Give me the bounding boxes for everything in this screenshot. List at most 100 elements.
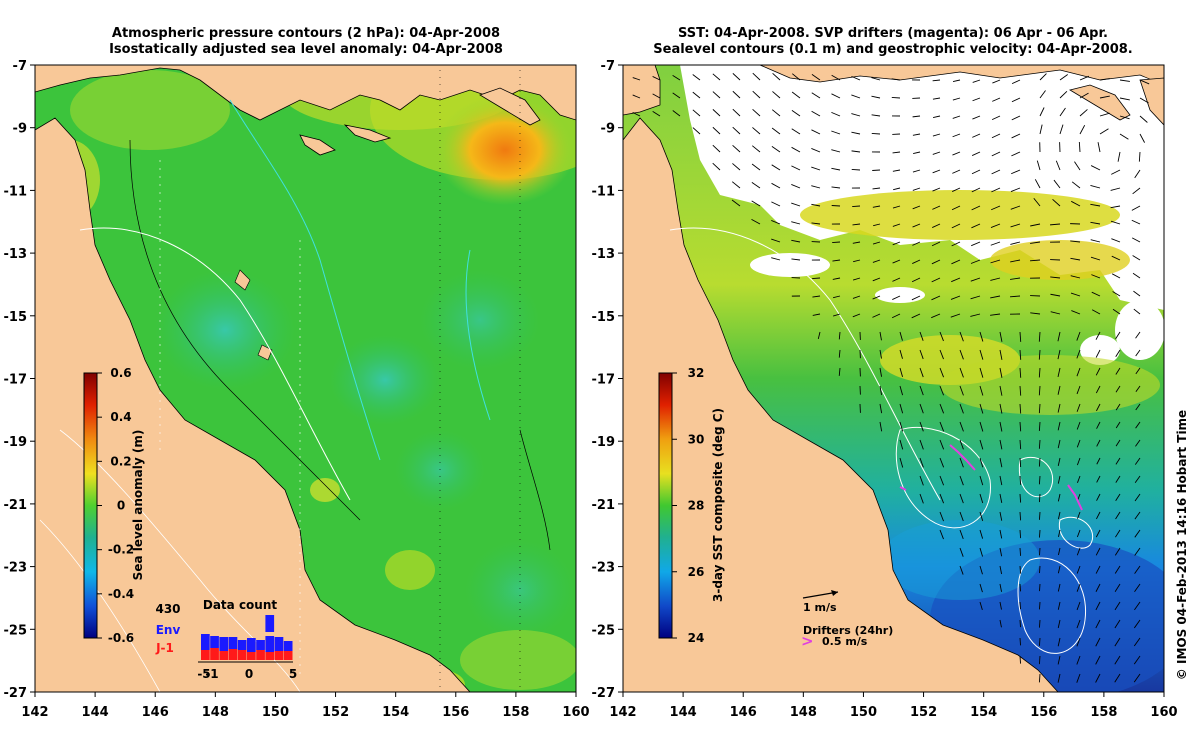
velocity-arrow (1010, 295, 1021, 298)
velocity-arrow (1076, 655, 1081, 665)
velocity-arrow (959, 385, 964, 396)
velocity-arrow (979, 583, 983, 593)
velocity-arrow (1133, 637, 1141, 647)
velocity-arrow (712, 144, 721, 153)
velocity-arrow (999, 547, 1003, 557)
velocity-arrow (732, 144, 741, 153)
right-y-tick-label: -17 (592, 373, 616, 388)
velocity-arrow (652, 93, 661, 99)
velocity-arrow (1090, 185, 1101, 189)
hist-bar-j1 (247, 652, 256, 660)
velocity-arrow (1138, 151, 1141, 162)
velocity-arrow (1115, 331, 1121, 340)
velocity-arrow (1076, 619, 1081, 629)
left-x-tick-label: 154 (382, 705, 409, 720)
velocity-arrow (1096, 421, 1101, 429)
velocity-arrow (1114, 619, 1121, 629)
velocity-arrow (1019, 349, 1022, 360)
velocity-arrow (1038, 637, 1041, 646)
left-title-line1: Atmospheric pressure contours (2 hPa): 0… (112, 26, 500, 41)
velocity-arrow (1076, 637, 1081, 647)
velocity-arrow (979, 547, 983, 557)
velocity-arrow (919, 403, 924, 414)
velocity-arrow (912, 169, 921, 173)
velocity-arrow (1095, 349, 1101, 358)
velocity-arrow (1091, 274, 1101, 279)
velocity-arrow (1115, 511, 1121, 520)
velocity-arrow (831, 167, 841, 171)
hist-bar-j1 (274, 651, 284, 660)
right-x-tick-label: 142 (609, 705, 636, 720)
velocity-arrow (931, 277, 941, 283)
velocity-arrow (1134, 511, 1141, 520)
velocity-arrow (939, 511, 944, 522)
velocity-arrow (791, 109, 801, 117)
velocity-arrow (972, 115, 981, 120)
velocity-arrow (1011, 115, 1021, 121)
velocity-arrow (912, 223, 921, 228)
velocity-arrow (1095, 331, 1101, 340)
velocity-arrow (951, 277, 961, 283)
velocity-arrow (732, 90, 741, 99)
velocity-arrow (1139, 115, 1148, 123)
velocity-arrow (872, 313, 881, 318)
velocity-arrow (1095, 583, 1101, 592)
velocity-arrow (939, 493, 945, 504)
right-x-tick-label: 152 (910, 705, 937, 720)
velocity-arrow (831, 186, 841, 189)
velocity-arrow (999, 475, 1003, 486)
velocity-arrow (959, 529, 964, 540)
velocity-arrow (979, 457, 984, 468)
velocity-arrow (1030, 241, 1041, 244)
velocity-arrow (752, 90, 761, 99)
hist-x-tick-label: 5 (289, 667, 297, 681)
velocity-arrow (1019, 421, 1022, 432)
velocity-arrow (1039, 547, 1041, 556)
velocity-arrow (751, 163, 761, 171)
velocity-arrow (919, 367, 924, 378)
velocity-arrow (831, 93, 841, 99)
velocity-arrow (919, 457, 924, 468)
velocity-arrow (852, 223, 861, 226)
velocity-arrow (1019, 475, 1022, 485)
velocity-arrow (1114, 565, 1121, 574)
velocity-arrow (772, 72, 781, 81)
velocity-arrow (959, 511, 964, 522)
velocity-arrow (791, 258, 801, 261)
velocity-arrow (1059, 74, 1068, 81)
arrow-head-icon (831, 590, 838, 596)
velocity-arrow (1095, 565, 1101, 574)
velocity-arrow (771, 201, 781, 207)
velocity-arrow (919, 421, 924, 432)
velocity-arrow (919, 331, 924, 341)
velocity-arrow (991, 187, 1001, 193)
velocity-arrow (972, 97, 981, 102)
velocity-arrow (1115, 403, 1121, 411)
right-y-tick-label: -19 (592, 435, 616, 450)
velocity-arrow (1096, 457, 1101, 465)
velocity-arrow (1115, 367, 1121, 375)
velocity-arrow (1074, 161, 1081, 171)
data-count-bars (201, 615, 293, 660)
velocity-arrow (959, 331, 964, 342)
velocity-arrow (1114, 583, 1121, 592)
velocity-arrow (712, 109, 721, 117)
hist-bar-j1 (228, 649, 238, 660)
left-y-axis: -7 -9 -11 -13 -15 -17 -19 -21 -23 -25 -27 (4, 59, 35, 701)
velocity-arrow (732, 73, 741, 81)
velocity-arrow (851, 150, 861, 153)
velocity-arrow (1038, 439, 1041, 449)
velocity-arrow (1070, 240, 1081, 243)
velocity-arrow (1091, 291, 1101, 297)
velocity-arrow (1099, 128, 1109, 135)
velocity-arrow (979, 403, 984, 414)
velocity-arrow (1057, 349, 1061, 360)
velocity-arrow (1115, 385, 1121, 393)
velocity-arrow (979, 529, 984, 539)
data-count-total: 430 (155, 602, 180, 616)
velocity-arrow (1095, 529, 1101, 538)
velocity-arrow (1057, 385, 1061, 395)
velocity-arrow (979, 385, 984, 396)
velocity-arrow (899, 457, 904, 468)
velocity-arrow (939, 403, 945, 414)
